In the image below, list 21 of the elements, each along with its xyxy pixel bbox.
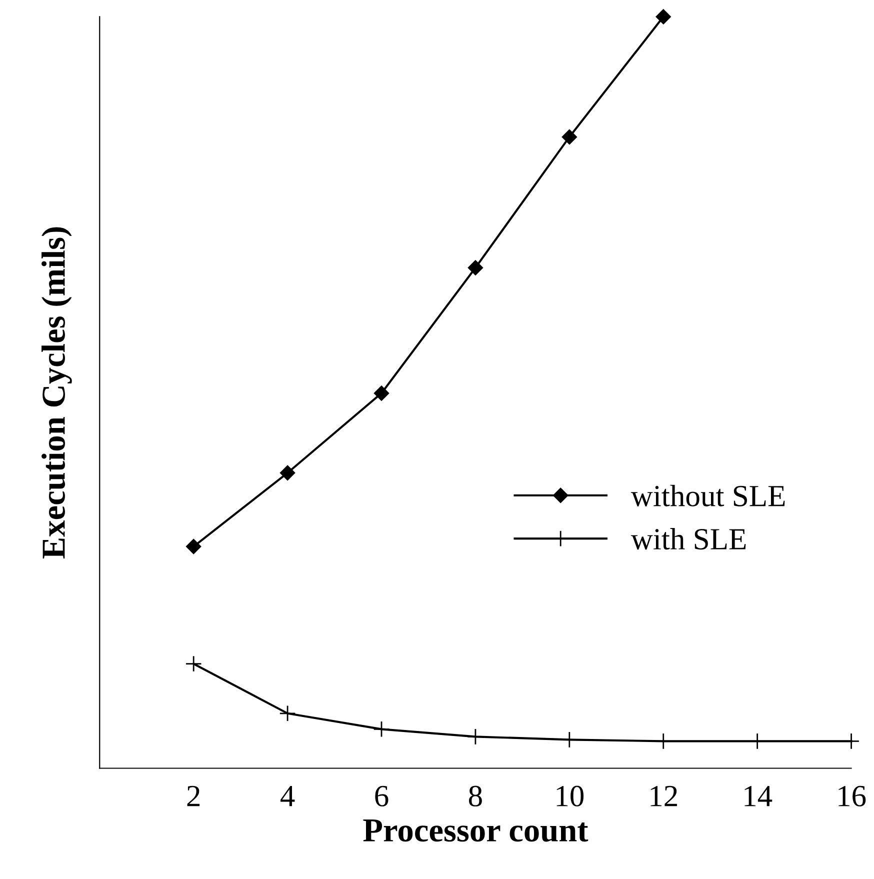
x-tick-label: 14 [744, 786, 772, 806]
point [374, 386, 390, 401]
y-axis-title: Execution Cycles (mils) [42, 227, 72, 559]
point [373, 720, 390, 738]
point [656, 9, 671, 24]
point [280, 465, 296, 480]
legend-label: without SLE [630, 484, 785, 506]
point [185, 655, 202, 672]
point [562, 129, 577, 145]
legend-label: with SLE [630, 528, 746, 550]
x-tick-label: 2 [187, 786, 200, 806]
point [468, 260, 484, 276]
x-tick-label: 16 [838, 786, 866, 806]
point [186, 538, 202, 554]
point [279, 705, 296, 722]
x-tick-label: 10 [556, 786, 584, 806]
x-tick-label: 12 [650, 786, 677, 806]
x-axis-title: Processor count [363, 819, 588, 842]
x-tick-label: 6 [375, 786, 388, 806]
x-tick-label: 8 [468, 786, 482, 806]
x-tick-label: 4 [280, 786, 295, 806]
